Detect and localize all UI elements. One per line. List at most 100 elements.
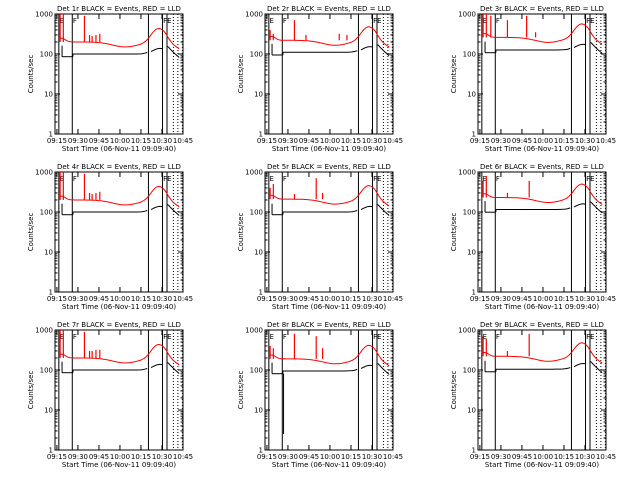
x-tick-label: 09:15	[257, 453, 277, 461]
panel-title: Det 9r BLACK = Events, RED = LLD	[480, 321, 604, 329]
y-axis-label: Counts/sec	[237, 213, 245, 252]
marker-label-fe: FE	[373, 17, 381, 25]
y-tick-label: 1000	[35, 11, 53, 19]
y-tick-label: 10	[467, 407, 476, 415]
x-tick-label: 10:30	[362, 137, 382, 145]
y-tick-label: 10	[44, 91, 53, 99]
events-series-line	[377, 204, 390, 216]
x-tick-label: 10:15	[131, 453, 151, 461]
y-tick-label: 100	[40, 209, 53, 217]
panel-title: Det 5r BLACK = Events, RED = LLD	[267, 163, 391, 171]
x-tick-label: 10:30	[575, 295, 595, 303]
x-tick-label: 10:45	[383, 295, 403, 303]
x-axis-label: Start Time (06-Nov-11 09:09:40)	[62, 303, 176, 311]
events-series-line	[360, 364, 373, 369]
x-tick-label: 09:45	[299, 453, 319, 461]
x-tick-label: 10:45	[383, 453, 403, 461]
plot-frame	[264, 329, 394, 451]
events-series-line	[377, 362, 390, 375]
x-tick-label: 10:45	[596, 295, 616, 303]
y-tick-label: 1	[472, 289, 476, 297]
panel-title: Det 8r BLACK = Events, RED = LLD	[267, 321, 391, 329]
plot-frame	[264, 171, 394, 293]
x-tick-label: 10:00	[320, 453, 340, 461]
y-tick-label: 10	[254, 91, 263, 99]
events-series-line	[72, 368, 148, 371]
events-series-line	[495, 47, 571, 51]
marker-label-e: E	[59, 17, 63, 25]
y-axis-label: Counts/sec	[27, 55, 35, 94]
lld-series-line	[58, 343, 180, 366]
y-tick-label: 1	[472, 131, 476, 139]
x-tick-label: 09:30	[68, 295, 88, 303]
marker-label-e: E	[59, 175, 63, 183]
y-tick-label: 1	[49, 131, 53, 139]
x-tick-label: 10:00	[320, 295, 340, 303]
x-tick-label: 10:00	[320, 137, 340, 145]
events-series-line	[150, 363, 163, 369]
y-tick-label: 100	[463, 209, 476, 217]
x-tick-label: 10:00	[110, 453, 130, 461]
lld-series-line	[481, 183, 603, 205]
events-series-line	[282, 50, 358, 53]
marker-label-e: E	[269, 175, 273, 183]
y-tick-label: 10	[254, 407, 263, 415]
plot-frame	[477, 171, 607, 293]
y-tick-label: 10	[44, 407, 53, 415]
marker-label-fe: FE	[373, 333, 381, 341]
marker-label-f: F	[283, 333, 287, 341]
plot-frame	[54, 171, 184, 293]
x-tick-label: 10:15	[131, 295, 151, 303]
y-tick-label: 10	[44, 249, 53, 257]
events-series-line	[573, 43, 586, 48]
y-tick-label: 100	[463, 367, 476, 375]
events-series-line	[282, 210, 358, 213]
panel-title: Det 4r BLACK = Events, RED = LLD	[57, 163, 181, 171]
y-tick-label: 1000	[245, 169, 263, 177]
x-tick-label: 10:15	[341, 453, 361, 461]
x-tick-label: 09:30	[278, 137, 298, 145]
chart-panel-2: Det 2r BLACK = Events, RED = LLD 1 10 100 10…	[237, 5, 403, 153]
chart-panel-8: Det 8r BLACK = Events, RED = LLD 1 10 100 10…	[237, 321, 403, 469]
y-tick-label: 1	[259, 289, 263, 297]
x-tick-label: 10:45	[383, 137, 403, 145]
x-tick-label: 09:30	[68, 453, 88, 461]
x-axis-label: Start Time (06-Nov-11 09:09:40)	[272, 303, 386, 311]
y-tick-label: 1000	[458, 11, 476, 19]
x-tick-label: 10:00	[110, 137, 130, 145]
x-tick-label: 10:00	[110, 295, 130, 303]
x-tick-label: 10:30	[362, 453, 382, 461]
events-series-line	[573, 363, 586, 368]
events-series-line	[72, 52, 148, 55]
chart-panel-6: Det 6r BLACK = Events, RED = LLD 1 10 100 10…	[450, 163, 616, 311]
y-tick-label: 1000	[35, 327, 53, 335]
y-tick-label: 1	[259, 131, 263, 139]
panel-title: Det 2r BLACK = Events, RED = LLD	[267, 5, 391, 13]
panel-title: Det 1r BLACK = Events, RED = LLD	[57, 5, 181, 13]
marker-label-e: E	[269, 17, 273, 25]
lld-series-line	[481, 342, 603, 364]
y-axis-label: Counts/sec	[237, 371, 245, 410]
y-tick-label: 100	[250, 367, 263, 375]
x-tick-label: 09:30	[491, 137, 511, 145]
marker-label-e: E	[482, 17, 486, 25]
x-tick-label: 10:15	[554, 453, 574, 461]
plot-frame	[477, 13, 607, 135]
x-tick-label: 10:30	[575, 453, 595, 461]
x-tick-label: 10:15	[131, 137, 151, 145]
plot-frame	[477, 329, 607, 451]
y-tick-label: 1	[472, 447, 476, 455]
x-tick-label: 09:15	[47, 295, 67, 303]
plot-frame	[54, 13, 184, 135]
events-series-line	[590, 201, 603, 214]
events-series-line	[282, 368, 358, 372]
plot-frame	[264, 13, 394, 135]
x-axis-label: Start Time (06-Nov-11 09:09:40)	[485, 303, 599, 311]
x-tick-label: 10:15	[341, 137, 361, 145]
x-axis-label: Start Time (06-Nov-11 09:09:40)	[272, 461, 386, 469]
y-tick-label: 1000	[35, 169, 53, 177]
marker-label-fe: FE	[163, 175, 171, 183]
panel-title: Det 6r BLACK = Events, RED = LLD	[480, 163, 604, 171]
y-axis-label: Counts/sec	[450, 55, 458, 94]
